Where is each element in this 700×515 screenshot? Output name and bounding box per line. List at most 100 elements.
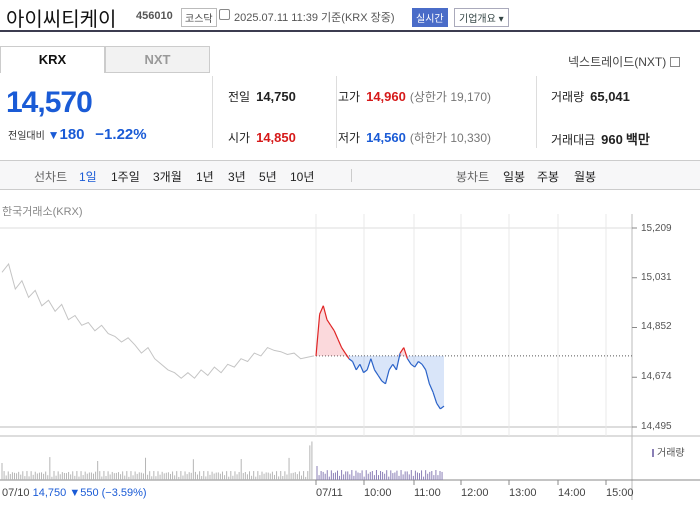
divider <box>351 169 352 182</box>
volume-swatch <box>652 449 654 457</box>
below-reference-fill <box>316 355 444 409</box>
today-price-segment <box>432 391 438 404</box>
today-price-segment <box>352 361 357 371</box>
open-price: 시가 14,850 <box>228 130 296 145</box>
today-price-segment <box>319 305 324 315</box>
x-tick-label: 07/11 <box>316 487 343 499</box>
y-tick-label: 14,495 <box>641 421 672 432</box>
down-triangle-icon: ▼ <box>47 128 60 142</box>
prev-day-summary: 07/10 14,750 ▼550 (−3.59%) <box>2 487 147 499</box>
nextrade-link[interactable]: 넥스트레이드(NXT) <box>568 53 681 70</box>
candle-monthly[interactable]: 월봉 <box>574 170 597 184</box>
y-tick-label: 14,852 <box>641 321 672 332</box>
today-price-segment <box>428 383 434 393</box>
prev-day-date: 07/10 <box>2 487 30 499</box>
price-change: 전일대비 ▼180 −1.22% <box>8 126 147 143</box>
prev-day-change: 550 <box>80 487 99 499</box>
y-tick-label: 15,031 <box>641 272 672 283</box>
period-10y[interactable]: 10년 <box>290 170 315 184</box>
stock-code: 456010 <box>136 10 173 22</box>
period-3m[interactable]: 3개월 <box>153 170 182 184</box>
divider <box>212 76 213 148</box>
exchange-label: 한국거래소(KRX) <box>2 206 83 218</box>
change-percent: −1.22% <box>95 126 147 143</box>
today-price-segment <box>384 369 390 384</box>
clock-icon <box>219 9 230 20</box>
candle-weekly[interactable]: 주봉 <box>537 170 560 184</box>
period-1y[interactable]: 1년 <box>196 170 214 184</box>
period-3y[interactable]: 3년 <box>228 170 246 184</box>
today-price-segment <box>439 405 445 410</box>
period-bar: 선차트 1일 1주일 3개월 1년 3년 5년 10년 봉차트 일봉 주봉 월봉 <box>0 160 700 190</box>
today-price-segment <box>359 364 365 373</box>
x-tick-label: 11:00 <box>414 487 441 499</box>
today-price-segment <box>322 305 328 320</box>
today-price-segment <box>377 375 383 382</box>
current-price: 14,570 <box>6 86 93 119</box>
exchange-tabs: KRX NXT <box>0 46 210 73</box>
y-tick-label: 15,209 <box>641 223 672 234</box>
today-price-segment <box>436 402 441 410</box>
today-price-segment <box>363 369 368 374</box>
stock-name: 아이씨티케이 <box>6 9 117 31</box>
low-price: 저가 14,560 (하한가 10,330) <box>338 130 492 145</box>
today-price-segment <box>395 353 401 370</box>
prev-day-change-pct: (−3.59%) <box>101 487 147 499</box>
period-5y[interactable]: 5년 <box>259 170 277 184</box>
today-price-segment <box>381 380 386 385</box>
tab-krx[interactable]: KRX <box>0 46 105 73</box>
candle-chart-label: 봉차트 <box>456 170 490 184</box>
quote-time: 2025.07.11 11:39 기준(KRX 장중) <box>234 12 395 24</box>
today-price-segment <box>414 361 419 368</box>
today-price-segment <box>330 324 335 332</box>
stock-header: 아이씨티케이 456010 코스닥 2025.07.11 11:39 기준(KR… <box>0 0 700 32</box>
today-price-segment <box>392 363 397 371</box>
x-tick-label: 15:00 <box>606 487 634 499</box>
today-price-segment <box>355 363 361 371</box>
high-price: 고가 14,960 (상한가 19,170) <box>338 89 492 104</box>
x-tick-label: 10:00 <box>364 487 392 499</box>
today-price-segment <box>341 347 346 354</box>
today-price-segment <box>388 363 394 371</box>
above-reference-fill <box>316 305 444 356</box>
today-price-segment <box>366 358 372 371</box>
tab-nxt[interactable]: NXT <box>105 46 210 73</box>
x-tick-label: 12:00 <box>461 487 489 499</box>
trade-value: 거래대금 960 백만 <box>551 132 650 147</box>
today-price-segment <box>418 361 423 365</box>
period-1d[interactable]: 1일 <box>79 170 97 184</box>
volume: 거래량 65,041 <box>551 89 630 104</box>
change-amount: 180 <box>59 126 85 143</box>
today-price-segment <box>421 363 427 371</box>
today-price-segment <box>425 369 430 384</box>
prev-day-line <box>1 262 315 379</box>
period-1w[interactable]: 1주일 <box>111 170 140 184</box>
today-price-segment <box>333 330 339 340</box>
x-tick-label: 13:00 <box>509 487 537 499</box>
prev-close: 전일 14,750 <box>228 89 296 104</box>
x-tick-label: 14:00 <box>558 487 586 499</box>
company-overview-dropdown[interactable]: 기업개요 ▾ <box>454 8 509 27</box>
market-badge: 코스닥 <box>181 8 217 27</box>
today-price-segment <box>348 358 353 362</box>
divider <box>336 76 337 148</box>
volume-legend: 거래량 <box>652 444 685 459</box>
down-triangle-icon: ▼ <box>69 487 81 499</box>
candle-daily[interactable]: 일봉 <box>503 170 526 184</box>
today-price-segment <box>326 319 332 326</box>
today-price-segment <box>370 358 376 371</box>
today-price-segment <box>315 314 321 356</box>
line-chart-label: 선차트 <box>34 170 68 184</box>
today-price-segment <box>374 369 379 376</box>
today-price-segment <box>406 358 412 365</box>
today-price-segment <box>399 347 405 354</box>
change-label: 전일대비 <box>8 131 45 142</box>
prev-day-close: 14,750 <box>32 487 67 499</box>
realtime-button[interactable]: 실시간 <box>412 8 448 27</box>
y-tick-label: 14,674 <box>641 371 672 382</box>
today-price-segment <box>410 363 416 368</box>
today-price-segment <box>337 338 343 348</box>
external-link-icon <box>670 57 681 67</box>
today-price-segment <box>344 352 350 360</box>
